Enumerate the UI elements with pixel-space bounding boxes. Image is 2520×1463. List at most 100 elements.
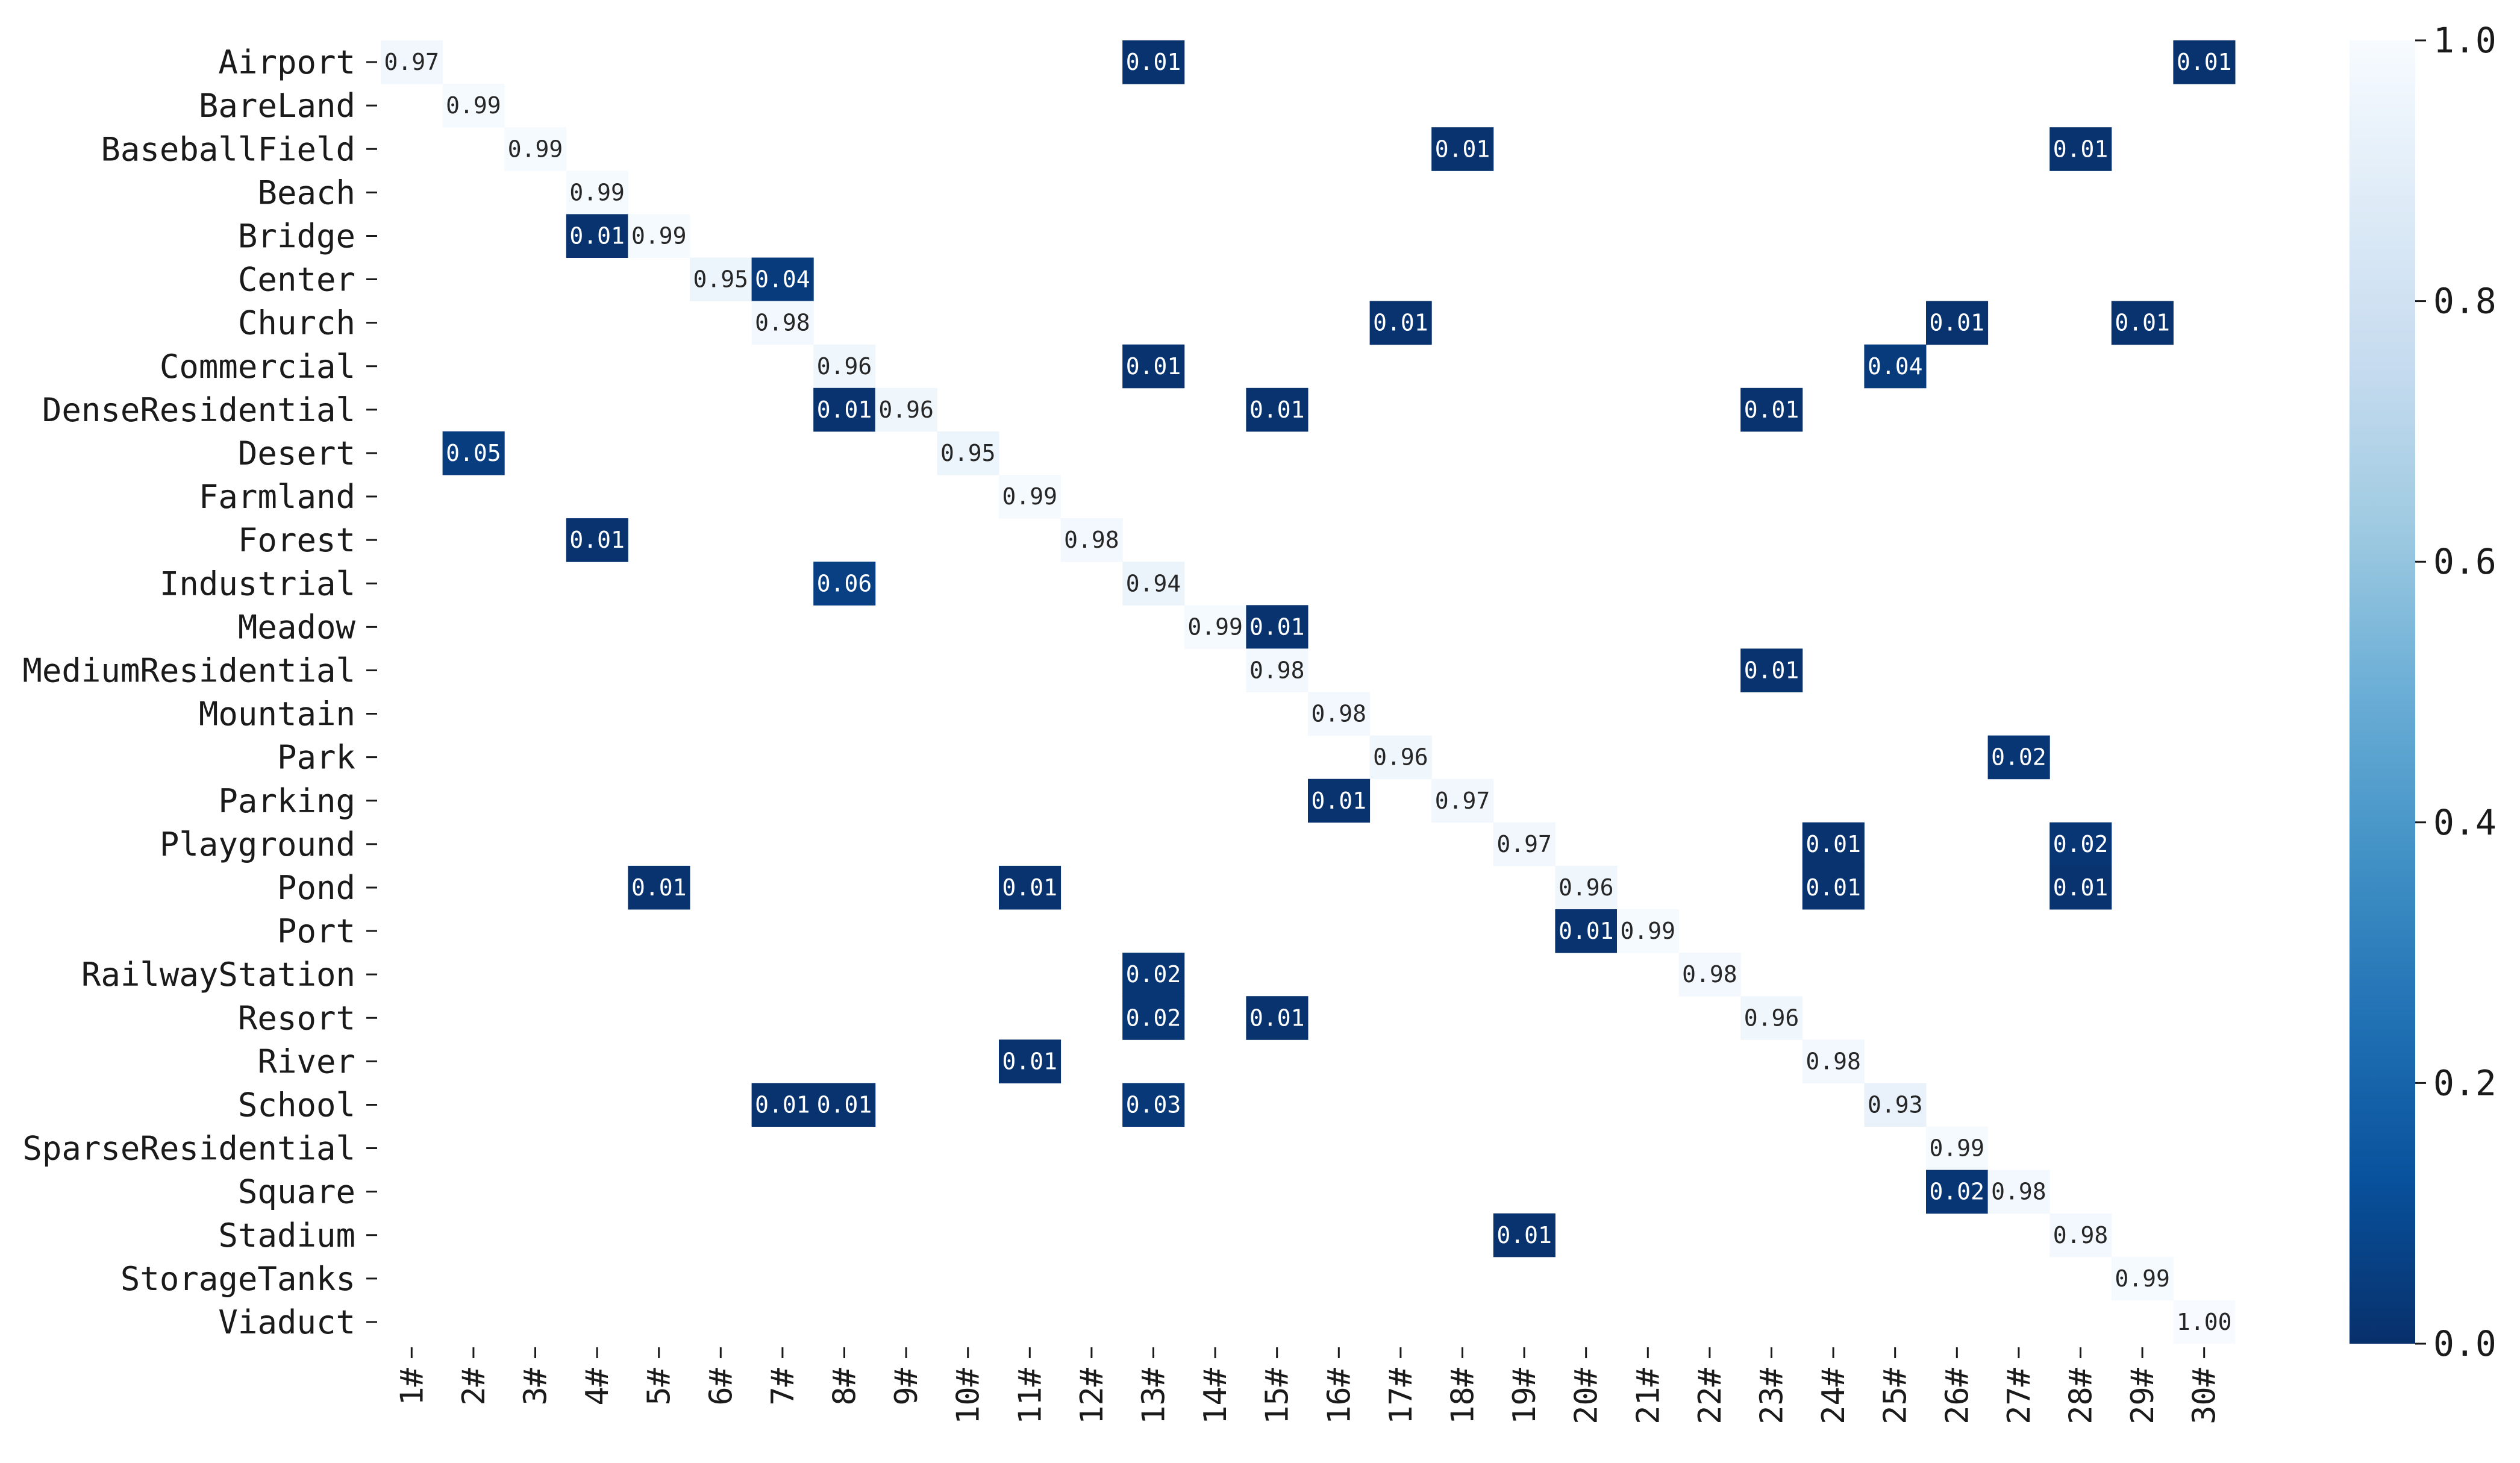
column-label: 7#: [765, 1367, 801, 1405]
cell-value-label: 0.99: [1930, 1135, 1985, 1162]
column-label: 25#: [1878, 1367, 1914, 1424]
column-label: 23#: [1754, 1367, 1790, 1424]
heatmap-cell: [1493, 822, 1555, 866]
column-label: 29#: [2125, 1367, 2161, 1424]
row-label: Farmland: [199, 478, 355, 516]
row-label: RailwayStation: [81, 956, 355, 994]
cell-value-label: 0.97: [1435, 788, 1490, 814]
column-labels: 1# 2# 3# 4# 5# 6# 7# 8# 9# 10# 11# 12# 13# 14# 15# 16# 1…: [394, 1347, 2223, 1424]
row-label: River: [257, 1042, 355, 1080]
row-label: Port: [277, 912, 355, 950]
cell-value-label: 0.99: [446, 92, 501, 119]
cell-value-label: 0.98: [1249, 657, 1305, 683]
cell-value-label: 0.01: [1002, 1048, 1058, 1074]
cell-value-label: 0.98: [1682, 961, 1737, 988]
cell-value-label: 0.98: [1064, 527, 1119, 553]
cell-value-label: 0.01: [1930, 310, 1985, 336]
heatmap-cell: [2049, 127, 2112, 171]
cell-value-label: 0.02: [1126, 1004, 1181, 1031]
cell-value-label: 0.99: [2115, 1265, 2170, 1292]
cell-value-label: 0.01: [1496, 1222, 1552, 1248]
cell-value-label: 0.01: [1559, 918, 1614, 944]
cell-value-label: 0.03: [1126, 1091, 1181, 1118]
heatmap-cell: [2173, 1300, 2236, 1344]
column-label: 19#: [1507, 1367, 1543, 1424]
column-label: 30#: [2187, 1367, 2223, 1424]
cell-value-label: 0.01: [1744, 396, 1799, 423]
row-label: Mountain: [199, 695, 355, 733]
heatmap-cell: [999, 865, 1061, 910]
heatmap-cell: [1802, 1039, 1865, 1083]
cell-value-label: 0.01: [2053, 874, 2109, 901]
heatmap-cell: [751, 257, 814, 302]
cell-value-label: 0.95: [940, 440, 996, 466]
heatmap-cell: [1740, 996, 1803, 1040]
heatmap-cell: [1926, 1170, 1989, 1214]
cell-value-label: 0.01: [1249, 396, 1305, 423]
column-label: 18#: [1445, 1367, 1481, 1424]
column-label: 3#: [518, 1367, 554, 1405]
cell-value-label: 0.96: [817, 353, 872, 380]
row-label: MediumResidential: [22, 651, 355, 689]
cell-value-label: 0.01: [817, 1091, 872, 1118]
heatmap-cell: [1678, 953, 1741, 997]
cell-value-label: 0.96: [1559, 874, 1614, 901]
heatmap-cell: [690, 257, 752, 302]
cell-value-label: 0.04: [755, 266, 810, 293]
cell-value-label: 0.01: [1312, 788, 1367, 814]
heatmap-cell: [813, 387, 876, 432]
colorbar-tick-label: 0.0: [2433, 1323, 2497, 1364]
heatmap-cell: [1122, 40, 1185, 84]
cell-value-label: 0.01: [1806, 874, 1861, 901]
heatmap-cell: [504, 127, 567, 171]
heatmap-cell: [1555, 909, 1618, 953]
heatmap-cell: [381, 40, 443, 84]
heatmap-cell: [2049, 1213, 2112, 1258]
cell-value-label: 0.96: [1373, 744, 1428, 771]
column-label: 1#: [394, 1367, 430, 1405]
heatmap-grid: 0.97 0.01 0.010.990.99 0.01 0.010.990.01 0.99…: [381, 40, 2236, 1344]
cell-value-label: 0.01: [1373, 310, 1428, 336]
heatmap-cell: [1369, 301, 1432, 345]
cell-value-label: 0.01: [817, 396, 872, 423]
heatmap-cell: [628, 214, 690, 258]
heatmap-cell: [1246, 387, 1308, 432]
heatmap-cell: [1864, 1083, 1927, 1127]
row-label: Airport: [218, 43, 355, 81]
colorbar: 0.0 0.2 0.4 0.6 0.8 1.0: [2350, 20, 2497, 1364]
cell-value-label: 0.98: [1991, 1179, 2046, 1205]
heatmap-cell: [566, 518, 628, 562]
cell-value-label: 0.98: [2053, 1222, 2109, 1248]
row-label: Square: [238, 1173, 355, 1211]
row-label: Commercial: [160, 348, 355, 386]
column-label: 14#: [1198, 1367, 1234, 1424]
row-label: StorageTanks: [120, 1260, 355, 1298]
heatmap-cell: [1802, 822, 1865, 866]
colorbar-gradient: [2350, 40, 2415, 1344]
row-label: Beach: [257, 174, 355, 211]
column-label: 24#: [1816, 1367, 1852, 1424]
column-label: 20#: [1569, 1367, 1605, 1424]
row-label: Playground: [160, 825, 355, 863]
colorbar-tick-label: 0.8: [2433, 281, 2497, 322]
cell-value-label: 0.06: [817, 570, 872, 597]
column-label: 27#: [2001, 1367, 2037, 1424]
row-label: Park: [277, 739, 355, 777]
cell-value-label: 0.96: [878, 396, 934, 423]
cell-value-label: 0.01: [1744, 657, 1799, 683]
cell-value-label: 0.01: [569, 222, 625, 249]
cell-value-label: 0.95: [693, 266, 749, 293]
cell-value-label: 0.01: [2115, 310, 2170, 336]
heatmap-cell: [999, 1039, 1061, 1083]
row-label: SparseResidential: [22, 1130, 355, 1168]
heatmap-cell: [1369, 735, 1432, 780]
cell-value-label: 0.01: [1249, 613, 1305, 640]
heatmap-cell: [813, 1083, 876, 1127]
cell-value-label: 1.00: [2177, 1309, 2232, 1335]
cell-value-label: 0.01: [2053, 136, 2109, 162]
heatmap-cell: [1431, 778, 1494, 823]
cell-value-label: 0.97: [384, 49, 440, 75]
cell-value-label: 0.01: [631, 874, 687, 901]
cell-value-label: 0.02: [1126, 961, 1181, 988]
